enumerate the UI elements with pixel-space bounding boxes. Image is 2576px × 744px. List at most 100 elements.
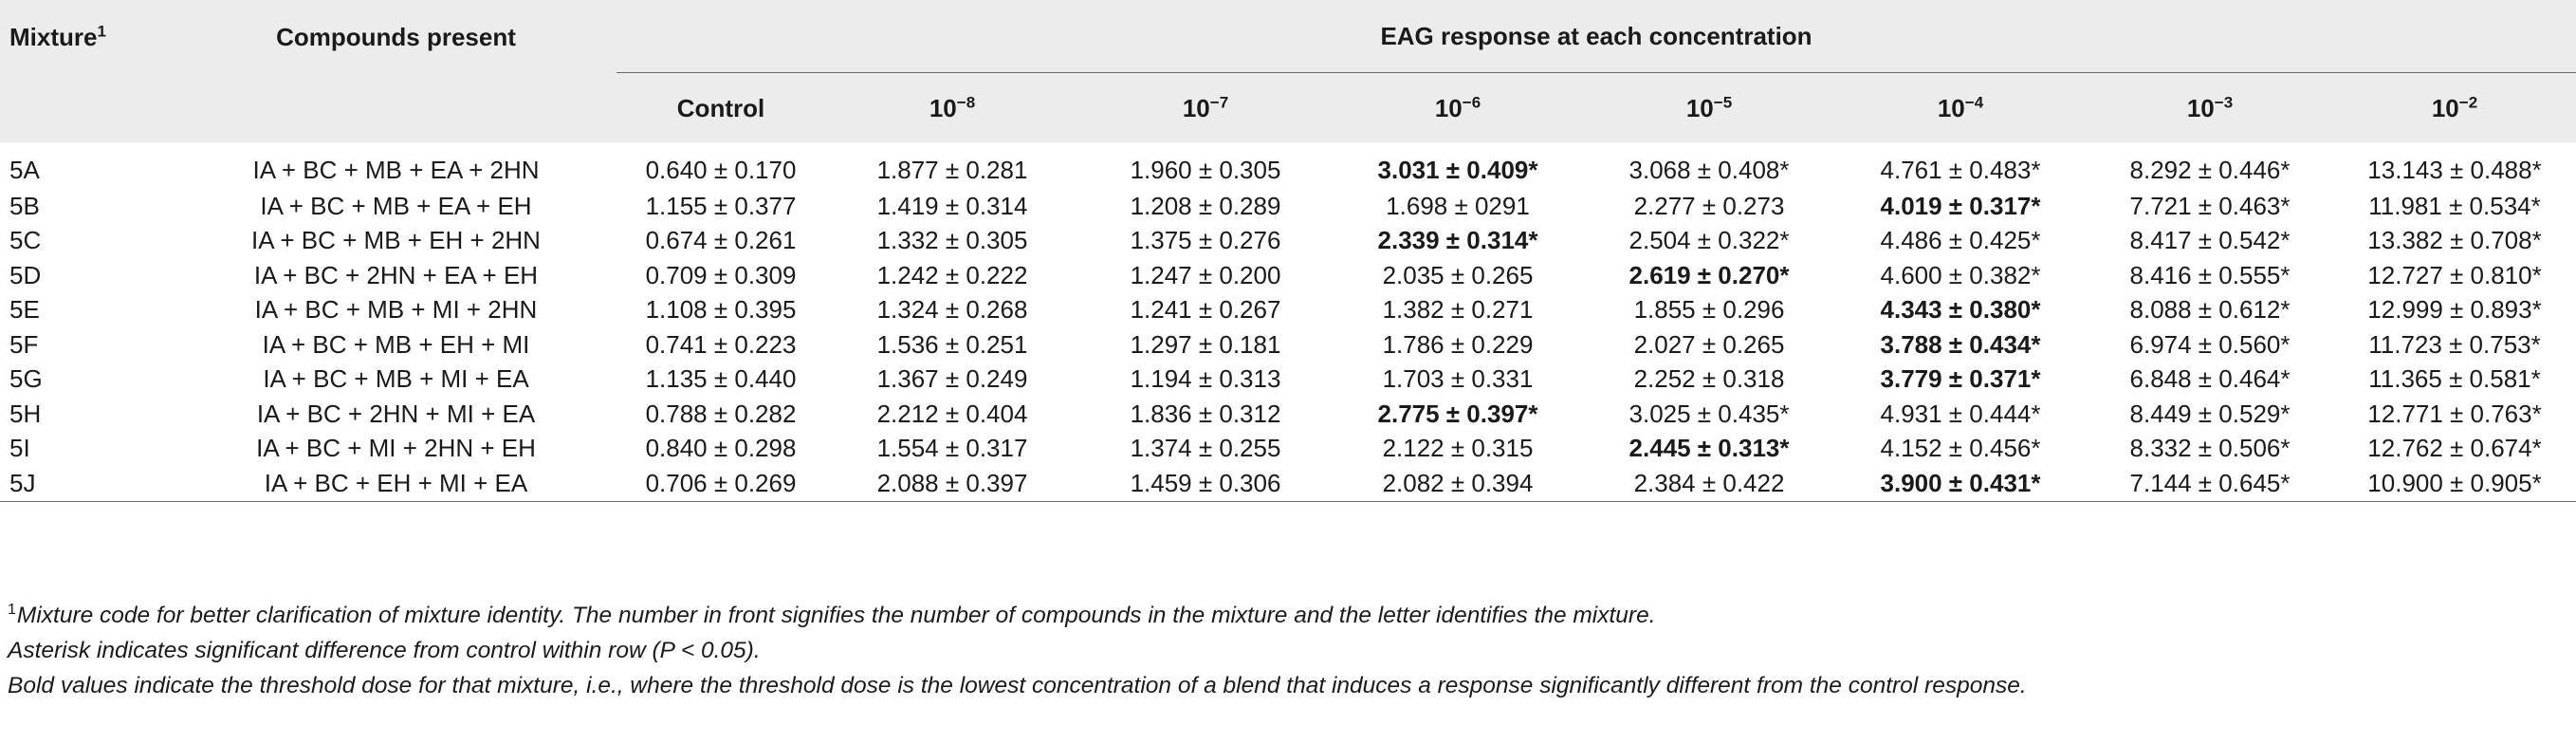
- mixture-cell: 5A: [9, 155, 40, 184]
- concentration-base: 10: [1685, 93, 1714, 122]
- value-cell: 0.640 ± 0.170: [645, 155, 797, 184]
- mixture-cell: 5F: [9, 329, 39, 359]
- value-cell: 6.848 ± 0.464*: [2129, 364, 2291, 394]
- eag-response-table: Mixture1 Compounds present EAG response …: [0, 0, 2576, 502]
- table-footnotes: 1Mixture code for better clarification o…: [8, 598, 2568, 703]
- value-cell: 12.771 ± 0.763*: [2367, 399, 2542, 428]
- value-cell: 13.143 ± 0.488*: [2367, 155, 2542, 184]
- concentration-header: 10−4: [1834, 73, 2087, 144]
- table-row: 5G IA + BC + MB + MI + EA 1.135 ± 0.440 1.3…: [0, 363, 2576, 398]
- concentration-exponent: −4: [1964, 92, 1984, 111]
- threshold-value-cell: 3.900 ± 0.431*: [1834, 466, 2087, 502]
- value-cell: 8.416 ± 0.555*: [2129, 260, 2291, 289]
- concentration-header: Control: [616, 73, 825, 144]
- value-cell: 2.212 ± 0.404: [876, 399, 1028, 428]
- concentration-base: 10: [2431, 93, 2459, 122]
- concentration-base: 10: [1434, 93, 1463, 122]
- concentration-header: 10−7: [1079, 73, 1332, 144]
- value-cell: 1.108 ± 0.395: [645, 295, 797, 325]
- value-cell: 3.068 ± 0.408*: [1628, 155, 1790, 184]
- mixture-column-header: Mixture1: [0, 0, 175, 143]
- concentration-base: 10: [2186, 93, 2215, 122]
- concentration-header: 10−3: [2087, 73, 2333, 144]
- value-cell: 1.536 ± 0.251: [876, 329, 1028, 359]
- value-cell: 0.788 ± 0.282: [645, 399, 797, 428]
- concentration-header: 10−8: [825, 73, 1079, 144]
- value-cell: 1.554 ± 0.317: [876, 434, 1028, 463]
- value-cell: 2.122 ± 0.315: [1382, 434, 1534, 463]
- table-row: 5D IA + BC + 2HN + EA + EH 0.709 ± 0.309 1.…: [0, 258, 2576, 293]
- value-cell: 1.703 ± 0.331: [1382, 364, 1534, 394]
- value-cell: 8.332 ± 0.506*: [2129, 434, 2291, 463]
- concentration-exponent: −2: [2458, 92, 2478, 111]
- value-cell: 4.761 ± 0.483*: [1880, 155, 2041, 184]
- value-cell: 1.332 ± 0.305: [876, 226, 1028, 255]
- value-cell: 4.600 ± 0.382*: [1880, 260, 2041, 289]
- mixture-cell: 5C: [9, 226, 42, 255]
- eag-response-header: EAG response at each concentration: [616, 0, 2576, 73]
- value-cell: 2.082 ± 0.394: [1332, 466, 1584, 502]
- value-cell: 2.035 ± 0.265: [1382, 260, 1534, 289]
- mixture-cell: 5E: [9, 295, 40, 325]
- concentration-exponent: −6: [1462, 92, 1481, 111]
- value-cell: 4.931 ± 0.444*: [1880, 399, 2041, 428]
- value-cell: 1.382 ± 0.271: [1382, 295, 1534, 325]
- mixture-cell: 5B: [9, 191, 40, 220]
- table-row: 5A IA + BC + MB + EA + 2HN 0.640 ± 0.170 1.…: [0, 143, 2576, 189]
- value-cell: 6.974 ± 0.560*: [2129, 329, 2291, 359]
- mixture-header-label: Mixture: [9, 23, 98, 51]
- value-cell: 2.384 ± 0.422: [1584, 466, 1834, 502]
- table-row: 5C IA + BC + MB + EH + 2HN 0.674 ± 0.261 1.…: [0, 224, 2576, 259]
- mixture-cell: 5G: [9, 364, 43, 394]
- threshold-value-cell: 2.339 ± 0.314*: [1377, 226, 1538, 255]
- concentration-base: Control: [676, 93, 765, 122]
- value-cell: 1.374 ± 0.255: [1130, 434, 1281, 463]
- threshold-value-cell: 2.445 ± 0.313*: [1628, 434, 1790, 463]
- value-cell: 0.709 ± 0.309: [645, 260, 797, 289]
- value-cell: 1.324 ± 0.268: [876, 295, 1028, 325]
- concentration-base: 10: [1937, 93, 1965, 122]
- value-cell: 8.292 ± 0.446*: [2129, 155, 2291, 184]
- value-cell: 1.459 ± 0.306: [1079, 466, 1332, 502]
- value-cell: 8.417 ± 0.542*: [2129, 226, 2291, 255]
- value-cell: 3.025 ± 0.435*: [1628, 399, 1790, 428]
- value-cell: 2.027 ± 0.265: [1633, 329, 1785, 359]
- value-cell: 11.723 ± 0.753*: [2368, 329, 2541, 359]
- concentration-header: 10−6: [1332, 73, 1584, 144]
- concentration-header-row: Control 10−8 10−7 10−6 10−5 10−4 10−3 10−2: [0, 73, 2576, 144]
- value-cell: 1.367 ± 0.249: [876, 364, 1028, 394]
- threshold-value-cell: 2.619 ± 0.270*: [1628, 260, 1790, 289]
- compounds-cell: IA + BC + EH + MI + EA: [175, 466, 616, 502]
- value-cell: 7.144 ± 0.645*: [2087, 466, 2333, 502]
- footnote-mark: 1: [8, 601, 16, 618]
- value-cell: 1.241 ± 0.267: [1130, 295, 1281, 325]
- header-row-top: Mixture1 Compounds present EAG response …: [0, 0, 2576, 73]
- value-cell: 4.152 ± 0.456*: [1880, 434, 2041, 463]
- concentration-exponent: −7: [1209, 92, 1229, 111]
- value-cell: 1.242 ± 0.222: [876, 260, 1028, 289]
- footnote-mixture-code: 1Mixture code for better clarification o…: [8, 598, 2568, 633]
- value-cell: 1.698 ± 0291: [1386, 191, 1530, 220]
- compounds-cell: IA + BC + MB + MI + EA: [263, 364, 529, 394]
- value-cell: 0.741 ± 0.223: [645, 329, 797, 359]
- value-cell: 12.999 ± 0.893*: [2367, 295, 2542, 325]
- concentration-exponent: −3: [2214, 92, 2234, 111]
- value-cell: 0.706 ± 0.269: [616, 466, 825, 502]
- value-cell: 0.840 ± 0.298: [645, 434, 797, 463]
- table-row: 5B IA + BC + MB + EA + EH 1.155 ± 0.377 1.4…: [0, 189, 2576, 224]
- threshold-value-cell: 3.031 ± 0.409*: [1377, 155, 1538, 184]
- compounds-column-header: Compounds present: [276, 23, 516, 51]
- compounds-cell: IA + BC + 2HN + MI + EA: [256, 399, 536, 428]
- value-cell: 1.960 ± 0.305: [1130, 155, 1281, 184]
- value-cell: 4.486 ± 0.425*: [1880, 226, 2041, 255]
- table-row: 5J IA + BC + EH + MI + EA 0.706 ± 0.269 2.0…: [0, 466, 2576, 502]
- concentration-exponent: −5: [1713, 92, 1733, 111]
- compounds-cell: IA + BC + MB + EH + MI: [262, 329, 530, 359]
- table-body: 5A IA + BC + MB + EA + 2HN 0.640 ± 0.170 1.…: [0, 143, 2576, 502]
- value-cell: 2.088 ± 0.397: [825, 466, 1079, 502]
- value-cell: 11.365 ± 0.581*: [2368, 364, 2541, 394]
- value-cell: 1.855 ± 0.296: [1633, 295, 1785, 325]
- value-cell: 8.449 ± 0.529*: [2129, 399, 2291, 428]
- threshold-value-cell: 2.775 ± 0.397*: [1377, 399, 1538, 428]
- threshold-value-cell: 3.788 ± 0.434*: [1880, 329, 2041, 359]
